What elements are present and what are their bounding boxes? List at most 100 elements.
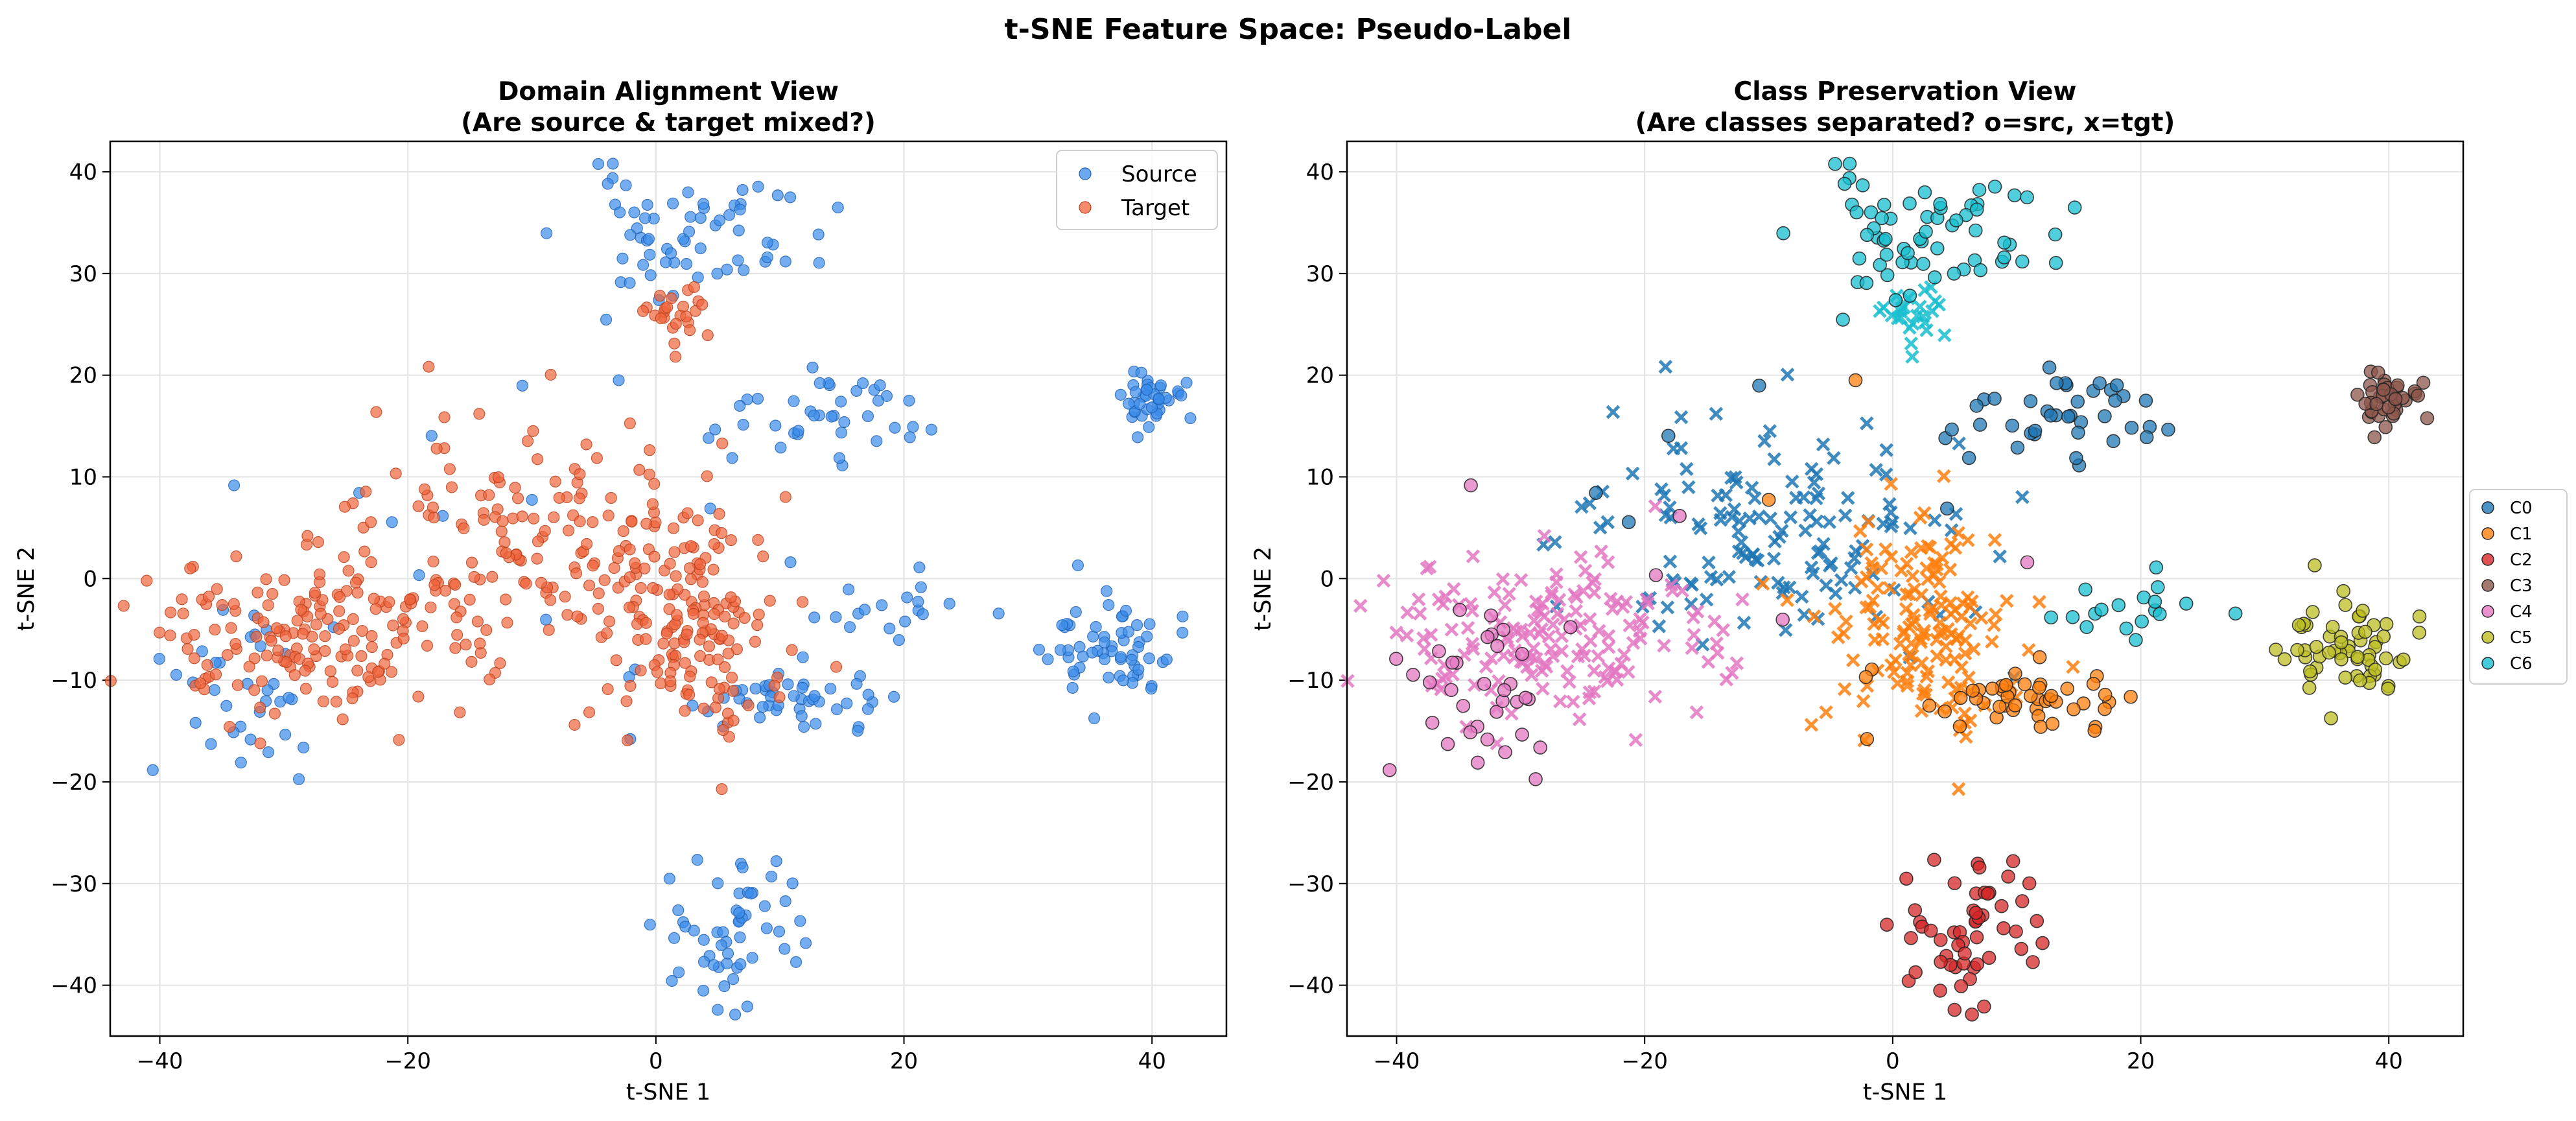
point-target-c0 [1798, 523, 1812, 538]
point-source [624, 229, 637, 241]
point-source [638, 212, 651, 224]
point-source [771, 189, 784, 202]
point-source [1125, 654, 1138, 666]
point-source [613, 374, 625, 386]
point-target [696, 298, 708, 311]
point-source [1033, 643, 1046, 656]
point-source [1132, 431, 1144, 443]
point-source-c0 [2106, 434, 2121, 449]
point-target [202, 591, 215, 603]
point-source [861, 703, 874, 715]
point-source-c5 [2368, 663, 2383, 677]
legend-marker-source [1079, 167, 1092, 180]
point-source [862, 689, 874, 701]
point-target [449, 642, 462, 654]
point-source-c1 [1992, 700, 2007, 714]
point-target [708, 608, 720, 620]
point-source [262, 746, 275, 759]
point-source [1141, 630, 1153, 643]
point-source-c6 [2015, 254, 2030, 269]
point-source [761, 237, 774, 249]
point-target [668, 546, 681, 558]
point-target-c4 [1701, 655, 1716, 669]
point-target [351, 587, 364, 599]
point-source-c5 [2396, 652, 2411, 667]
point-target-c0 [1757, 434, 1772, 449]
point-target-c4 [1464, 596, 1478, 611]
point-source [769, 419, 782, 432]
point-target-c0 [1771, 576, 1785, 590]
point-source [1132, 641, 1145, 654]
point-target [786, 644, 798, 656]
point-target-c1 [1837, 682, 1852, 696]
point-target [626, 515, 638, 528]
point-target-c4 [1484, 651, 1499, 666]
point-target [164, 629, 176, 642]
point-target-c1 [1951, 526, 1965, 540]
point-source [797, 651, 809, 663]
y-axis-label: t-SNE 2 [1250, 547, 1276, 631]
point-source-c0 [2028, 423, 2043, 438]
point-source-c5 [2356, 604, 2370, 618]
point-source-c6 [1903, 196, 1917, 211]
point-source [170, 668, 183, 681]
point-source [733, 906, 745, 919]
point-source [697, 198, 710, 210]
point-source [1160, 654, 1173, 666]
point-source-c6 [1776, 226, 1790, 241]
point-target [181, 643, 194, 655]
point-target-c1 [1915, 655, 1929, 670]
point-target [372, 666, 384, 678]
point-target [465, 556, 478, 569]
point-target-c0 [1548, 535, 1562, 549]
point-source [756, 701, 769, 713]
point-target-c4 [1584, 633, 1598, 648]
point-source [1054, 644, 1067, 656]
point-source-c5 [2324, 711, 2338, 726]
point-target [366, 630, 378, 643]
point-source [673, 966, 685, 978]
point-target-c1 [1961, 533, 1975, 547]
point-target [358, 545, 371, 558]
point-target [270, 622, 283, 634]
point-source-c5 [2290, 643, 2304, 657]
point-source [786, 877, 799, 890]
point-target-c1 [1952, 628, 1966, 643]
point-source [745, 888, 757, 900]
point-target [553, 491, 565, 504]
point-target [319, 644, 331, 657]
point-source [694, 212, 707, 224]
point-target-c4 [1685, 641, 1700, 655]
point-target [571, 610, 583, 622]
point-target [194, 677, 207, 690]
point-source-c5 [2308, 558, 2322, 572]
point-target-c0 [1822, 515, 1836, 529]
point-source [1066, 681, 1079, 694]
point-target-c6 [1938, 328, 1952, 342]
y-tick-label: −20 [1287, 770, 1334, 796]
point-target [299, 683, 312, 695]
point-source-c4 [1440, 737, 1455, 751]
point-target-c1 [1875, 631, 1890, 646]
point-source [1154, 379, 1167, 392]
point-target [603, 615, 616, 628]
point-target [779, 491, 791, 503]
y-tick-label: −30 [51, 871, 97, 897]
point-target-c0 [1766, 551, 1781, 566]
point-source-c0 [2092, 376, 2107, 390]
point-source [813, 257, 825, 269]
point-source [871, 435, 883, 447]
legend-label-c3: C3 [2510, 576, 2533, 596]
point-source-c0 [2161, 422, 2175, 437]
legend-marker-c6 [2481, 657, 2494, 670]
point-target-c4 [1560, 664, 1575, 678]
y-tick-label: 40 [1306, 159, 1334, 185]
point-target [360, 486, 372, 498]
point-target-c0 [1834, 573, 1849, 587]
point-target-c4 [1641, 596, 1655, 611]
point-source [790, 956, 802, 968]
point-target [535, 576, 548, 589]
point-target-c4 [1545, 585, 1559, 600]
point-source-c6 [2111, 598, 2126, 613]
point-target [330, 696, 342, 708]
